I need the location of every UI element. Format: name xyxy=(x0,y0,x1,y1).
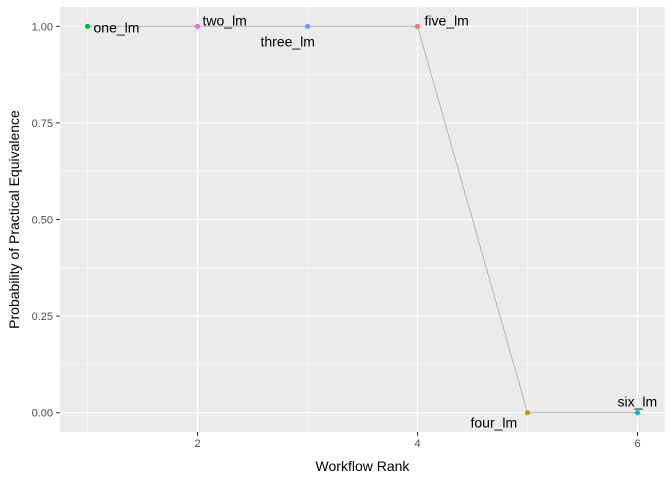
point-labels: one_lm two_lm three_lm five_lm four_lm six_lm xyxy=(94,12,658,430)
point-label-four_lm: four_lm xyxy=(471,415,518,431)
y-axis: 0.00 0.25 0.50 0.75 1.00 xyxy=(32,21,60,420)
y-tick-label: 0.75 xyxy=(32,118,53,130)
series-line xyxy=(87,25,638,414)
x-axis-title: Workflow Rank xyxy=(316,458,411,474)
point-label-three_lm: three_lm xyxy=(261,33,315,49)
point-label-two_lm: two_lm xyxy=(203,12,247,28)
point-one_lm xyxy=(84,23,91,29)
point-two_lm xyxy=(194,23,201,29)
y-tick-label: 0.50 xyxy=(32,215,53,227)
y-axis-title: Probability of Practical Equivalence xyxy=(6,110,22,329)
x-tick-label: 6 xyxy=(634,438,640,450)
data-points xyxy=(84,23,641,416)
y-tick-label: 0.00 xyxy=(32,408,53,420)
point-label-one_lm: one_lm xyxy=(94,19,140,35)
point-five_lm xyxy=(414,23,421,29)
point-six_lm xyxy=(634,410,641,416)
x-tick-label: 4 xyxy=(414,438,420,450)
series-line-path xyxy=(87,25,638,414)
x-axis: 2 4 6 xyxy=(194,432,641,450)
point-four_lm xyxy=(524,410,531,416)
y-tick-label: 1.00 xyxy=(32,21,53,33)
x-tick-label: 2 xyxy=(194,438,200,450)
y-tick-label: 0.25 xyxy=(32,311,53,323)
point-label-five_lm: five_lm xyxy=(425,12,469,28)
point-three_lm xyxy=(304,23,311,29)
point-label-six_lm: six_lm xyxy=(618,394,658,410)
